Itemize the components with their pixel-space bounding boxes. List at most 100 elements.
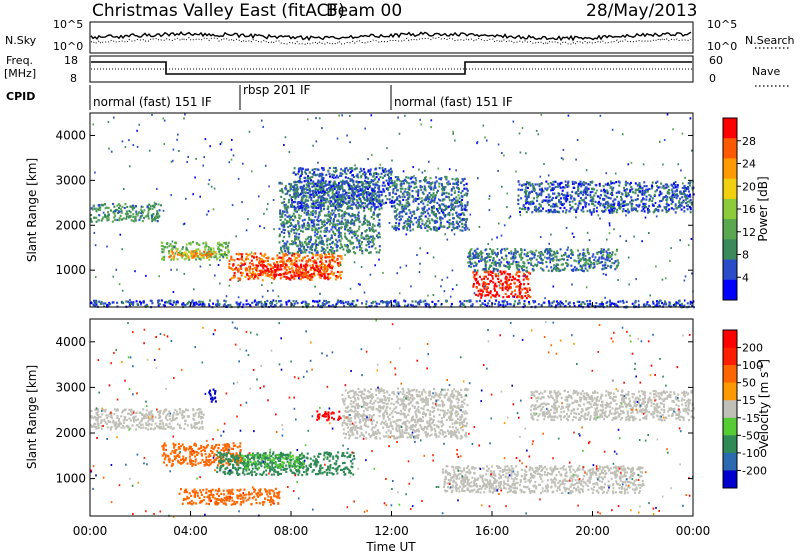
data-cell bbox=[107, 215, 110, 219]
data-cell bbox=[461, 302, 464, 305]
data-cell bbox=[287, 250, 290, 254]
data-cell bbox=[407, 182, 410, 185]
data-cell bbox=[488, 259, 491, 262]
data-cell bbox=[672, 186, 675, 190]
data-cell bbox=[446, 206, 449, 209]
data-cell bbox=[592, 208, 595, 211]
data-cell bbox=[679, 190, 682, 193]
data-cell bbox=[465, 192, 468, 195]
data-cell bbox=[670, 188, 673, 191]
data-cell bbox=[429, 227, 432, 230]
data-cell bbox=[463, 218, 466, 221]
data-cell bbox=[482, 290, 484, 293]
data-cell bbox=[344, 236, 347, 239]
data-cell bbox=[584, 264, 587, 267]
data-cell bbox=[283, 197, 286, 201]
data-cell bbox=[353, 220, 356, 223]
data-cell bbox=[310, 205, 313, 208]
data-cell bbox=[564, 180, 567, 183]
data-cell bbox=[464, 205, 467, 208]
data-cell bbox=[550, 210, 553, 213]
data-cell bbox=[486, 260, 489, 263]
data-cell bbox=[439, 178, 442, 181]
data-cell bbox=[168, 252, 171, 255]
data-cell bbox=[294, 195, 297, 199]
data-cell bbox=[604, 263, 607, 267]
data-cell bbox=[254, 273, 257, 276]
data-cell bbox=[648, 304, 651, 307]
data-cell bbox=[552, 300, 555, 303]
data-cell bbox=[195, 248, 198, 251]
data-cell bbox=[398, 194, 401, 198]
data-cell bbox=[577, 257, 580, 260]
data-cell bbox=[333, 193, 336, 196]
data-cell bbox=[399, 211, 402, 214]
data-cell bbox=[539, 183, 542, 186]
data-cell bbox=[377, 173, 380, 176]
data-cell bbox=[352, 197, 355, 200]
data-cell bbox=[609, 205, 612, 208]
data-cell bbox=[614, 207, 616, 210]
data-cell bbox=[579, 191, 582, 194]
data-cell bbox=[297, 221, 300, 224]
data-cell bbox=[334, 171, 337, 174]
data-cell bbox=[304, 266, 307, 269]
data-cell bbox=[568, 254, 570, 257]
data-cell bbox=[605, 195, 608, 198]
data-cell bbox=[453, 198, 456, 201]
data-cell bbox=[577, 182, 580, 185]
data-cell bbox=[204, 248, 207, 251]
data-cell bbox=[334, 260, 337, 263]
data-cell bbox=[518, 207, 521, 210]
data-cell bbox=[622, 208, 625, 211]
data-cell bbox=[272, 257, 275, 260]
data-cell bbox=[634, 209, 637, 212]
data-cell bbox=[499, 287, 502, 290]
data-cell bbox=[134, 217, 137, 220]
data-cell bbox=[197, 256, 200, 259]
data-cell bbox=[172, 256, 175, 259]
data-cell bbox=[318, 213, 321, 216]
data-cell bbox=[310, 220, 313, 223]
data-cell bbox=[296, 185, 299, 189]
data-cell bbox=[288, 243, 291, 246]
data-cell bbox=[370, 179, 373, 182]
data-cell bbox=[283, 204, 286, 207]
data-cell bbox=[311, 176, 314, 179]
data-cell bbox=[295, 193, 298, 196]
data-cell bbox=[377, 236, 380, 239]
data-cell bbox=[383, 174, 386, 178]
data-cell bbox=[538, 185, 541, 188]
data-cell bbox=[356, 201, 359, 204]
data-cell bbox=[428, 220, 431, 223]
data-cell bbox=[283, 262, 285, 265]
data-cell bbox=[593, 263, 596, 266]
data-cell bbox=[564, 184, 567, 187]
data-cell bbox=[305, 183, 308, 186]
data-cell bbox=[525, 297, 528, 300]
data-cell bbox=[226, 246, 229, 249]
data-cell bbox=[594, 256, 597, 259]
data-cell bbox=[454, 226, 457, 229]
data-cell bbox=[260, 258, 263, 261]
data-cell bbox=[305, 204, 308, 207]
data-cell bbox=[337, 198, 340, 202]
data-cell bbox=[457, 194, 460, 197]
cpid-panel: CPID normal (fast) 151 IF rbsp 201 IF no… bbox=[6, 83, 513, 110]
data-cell bbox=[399, 202, 402, 205]
data-cell bbox=[428, 192, 431, 195]
data-cell bbox=[307, 303, 310, 306]
data-cell bbox=[129, 215, 132, 218]
data-cell bbox=[499, 282, 502, 285]
data-cell bbox=[486, 293, 489, 297]
data-cell bbox=[415, 190, 418, 193]
data-cell bbox=[348, 201, 350, 204]
data-cell bbox=[298, 270, 301, 273]
data-cell bbox=[147, 217, 150, 220]
data-cell bbox=[524, 188, 527, 191]
data-cell bbox=[424, 226, 427, 229]
data-cell bbox=[560, 192, 563, 195]
data-cell bbox=[390, 173, 393, 176]
data-cell bbox=[496, 269, 499, 272]
data-cell bbox=[414, 182, 417, 185]
